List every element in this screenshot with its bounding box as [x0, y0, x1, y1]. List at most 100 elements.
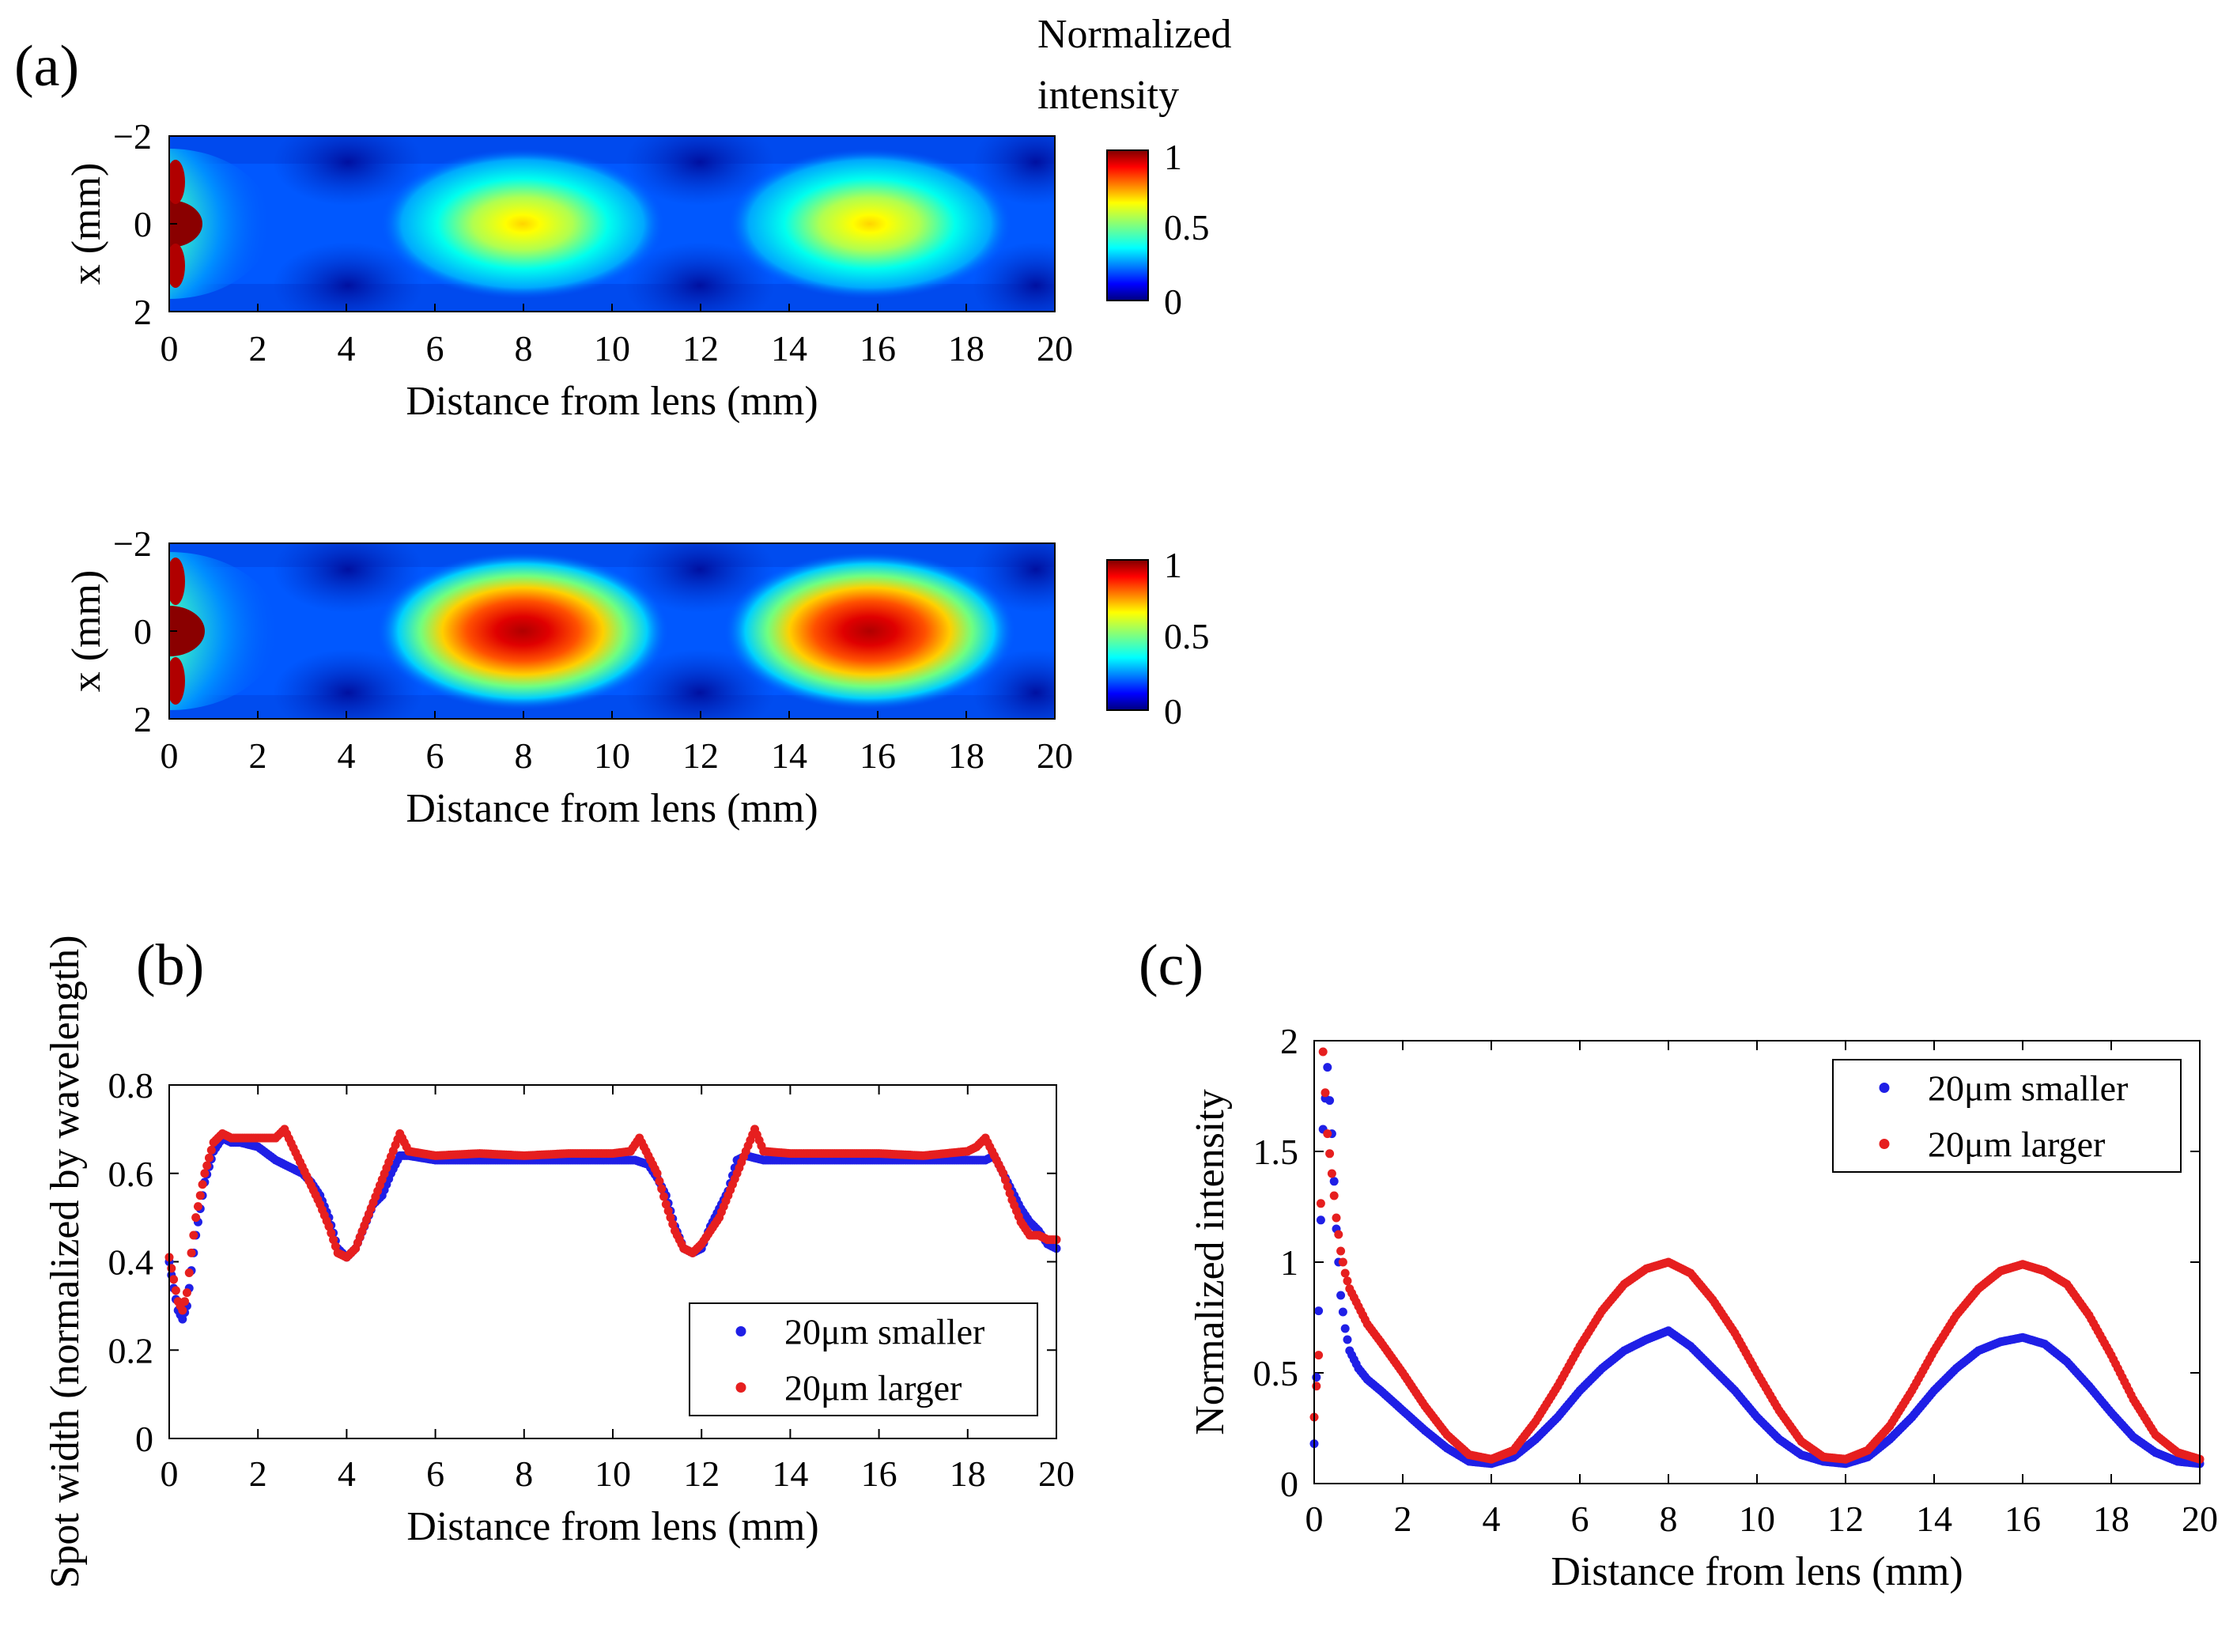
heatmap-bottom-xtick-label: 8: [515, 735, 533, 776]
spot-width-point: [329, 1235, 338, 1245]
heatmap-bottom-ylabel: x (mm): [64, 570, 109, 693]
intensity-point: [1321, 1088, 1330, 1098]
intensity-point: [1772, 1402, 1781, 1412]
spot-width-xlabel: Distance from lens (mm): [406, 1504, 818, 1549]
heatmap-bottom-lens-side-1: [169, 558, 185, 605]
spot-width-point: [191, 1213, 201, 1223]
colorbar-top-tick-1: 1: [1164, 137, 1182, 177]
intensity-legend-marker: [1879, 1083, 1890, 1093]
intensity-point: [1905, 1389, 1914, 1399]
heatmap-top-ytick-label: −2: [113, 116, 152, 157]
intensity-point: [1340, 1268, 1350, 1278]
heatmap-bottom-xtick-label: 16: [860, 735, 896, 776]
intensity-point: [1312, 1373, 1321, 1382]
intensity-point: [1373, 1334, 1383, 1344]
spot-width-series-larger: [164, 1125, 1061, 1315]
intensity-point: [1551, 1385, 1560, 1394]
intensity-point: [1314, 1306, 1324, 1316]
spot-width-point: [206, 1145, 216, 1155]
intensity-ytick-label: 1.5: [1253, 1132, 1299, 1172]
heatmap-bottom: [168, 542, 1056, 720]
intensity-point: [1332, 1213, 1341, 1223]
spot-width-point: [996, 1164, 1006, 1174]
spot-width-xtick-label: 14: [772, 1454, 808, 1494]
spot-width-point: [349, 1246, 358, 1256]
intensity-point: [2104, 1347, 2114, 1356]
intensity-point: [1325, 1096, 1335, 1106]
spot-width-chart: 0 2 4 6 8 10 12 14 16 18 20 0 0.2 0.4 0.6 0.8 Distance f…: [43, 935, 1075, 1588]
spot-width-point: [1049, 1235, 1059, 1245]
spot-width-legend-box: [689, 1302, 1038, 1416]
intensity-point: [2082, 1307, 2091, 1317]
spot-width-xtick-label: 4: [338, 1454, 356, 1494]
spot-width-point: [193, 1202, 202, 1212]
heatmap-bottom-ytick-label: −2: [113, 524, 152, 564]
intensity-point: [1327, 1169, 1336, 1178]
spot-width-ytick-label: 0.4: [108, 1242, 154, 1283]
spot-width-point: [650, 1164, 659, 1174]
spot-width-xtick-label: 8: [515, 1454, 533, 1494]
spot-width-xtick-label: 12: [683, 1454, 720, 1494]
spot-width-ytick-label: 0.2: [108, 1330, 154, 1370]
spot-width-xtick-label: 18: [950, 1454, 986, 1494]
intensity-point: [1706, 1292, 1715, 1302]
heatmap-bottom-xtick-label: 10: [594, 735, 630, 776]
spot-width-point: [187, 1248, 196, 1257]
intensity-ylabel: Normalized intensity: [1188, 1089, 1233, 1435]
heatmap-top-xtick-label: 18: [948, 328, 984, 369]
spot-width-legend-marker: [735, 1326, 746, 1336]
heatmap-bottom-focus-1: [376, 552, 669, 710]
heatmap-bottom-dark-lobe-4: [625, 649, 775, 719]
intensity-point: [1360, 1315, 1370, 1325]
heatmap-top-xtick-label: 4: [338, 328, 356, 369]
heatmap-bottom-xtick-label: 18: [948, 735, 984, 776]
heatmap-bottom-lens-glow: [169, 552, 280, 710]
intensity-xtick-label: 6: [1571, 1499, 1589, 1539]
heatmap-bottom-ytick-label: 2: [134, 699, 152, 739]
spot-width-point: [189, 1230, 198, 1240]
spot-width-xtick-label: 2: [249, 1454, 267, 1494]
heatmap-bottom-xtick-label: 14: [771, 735, 807, 776]
spot-width-point: [180, 1297, 190, 1306]
spot-width-point: [659, 1192, 669, 1201]
spot-width-frame: [168, 1084, 1057, 1439]
heatmap-top-ytick-label: 0: [134, 204, 152, 244]
intensity-xtick-label: 10: [1739, 1499, 1775, 1539]
spot-width-point: [200, 1169, 210, 1178]
intensity-ytick-label: 0: [1280, 1464, 1298, 1504]
intensity-point: [1325, 1149, 1335, 1159]
intensity-point: [1323, 1129, 1332, 1139]
intensity-point: [1595, 1310, 1604, 1319]
panel-a-label: (a): [14, 34, 79, 99]
heatmap-bottom-lens-side-2: [169, 657, 185, 705]
spot-width-point: [704, 1230, 713, 1239]
intensity-ytick-label: 2: [1280, 1021, 1298, 1061]
heatmap-top-dark-lobe-4: [625, 242, 775, 312]
heatmap-top-xtick-label: 16: [860, 328, 896, 369]
heatmap-top-xtick-label: 2: [249, 328, 267, 369]
heatmap-top-lens-side-1: [169, 160, 185, 204]
intensity-point: [1329, 1177, 1339, 1186]
heatmap-bottom-xtick-label: 6: [426, 735, 444, 776]
intensity-xtick-label: 2: [1394, 1499, 1412, 1539]
heatmap-top-xtick-label: 8: [515, 328, 533, 369]
colorbar-top-gradient: [1106, 149, 1149, 301]
colorbar-bottom-tick-05: 0.5: [1164, 616, 1210, 656]
spot-width-legend-label: 20μm larger: [784, 1368, 962, 1408]
intensity-point: [1338, 1307, 1347, 1317]
spot-width-point: [661, 1200, 671, 1209]
spot-width-xtick-label: 10: [595, 1454, 631, 1494]
spot-width-point: [663, 1206, 673, 1215]
spot-width-xtick-label: 6: [426, 1454, 444, 1494]
heatmap-bottom-xtick-label: 0: [161, 735, 179, 776]
spot-width-point: [182, 1288, 191, 1298]
intensity-xtick-label: 18: [2093, 1499, 2129, 1539]
spot-width-point: [1003, 1182, 1012, 1192]
heatmap-bottom-xtick-label: 12: [682, 735, 719, 776]
spot-width-point: [1049, 1242, 1059, 1252]
panel-b-label: (b): [136, 933, 204, 998]
colorbar-bottom-tick-1: 1: [1164, 545, 1182, 585]
heatmap-top-lens-side-2: [169, 244, 185, 288]
